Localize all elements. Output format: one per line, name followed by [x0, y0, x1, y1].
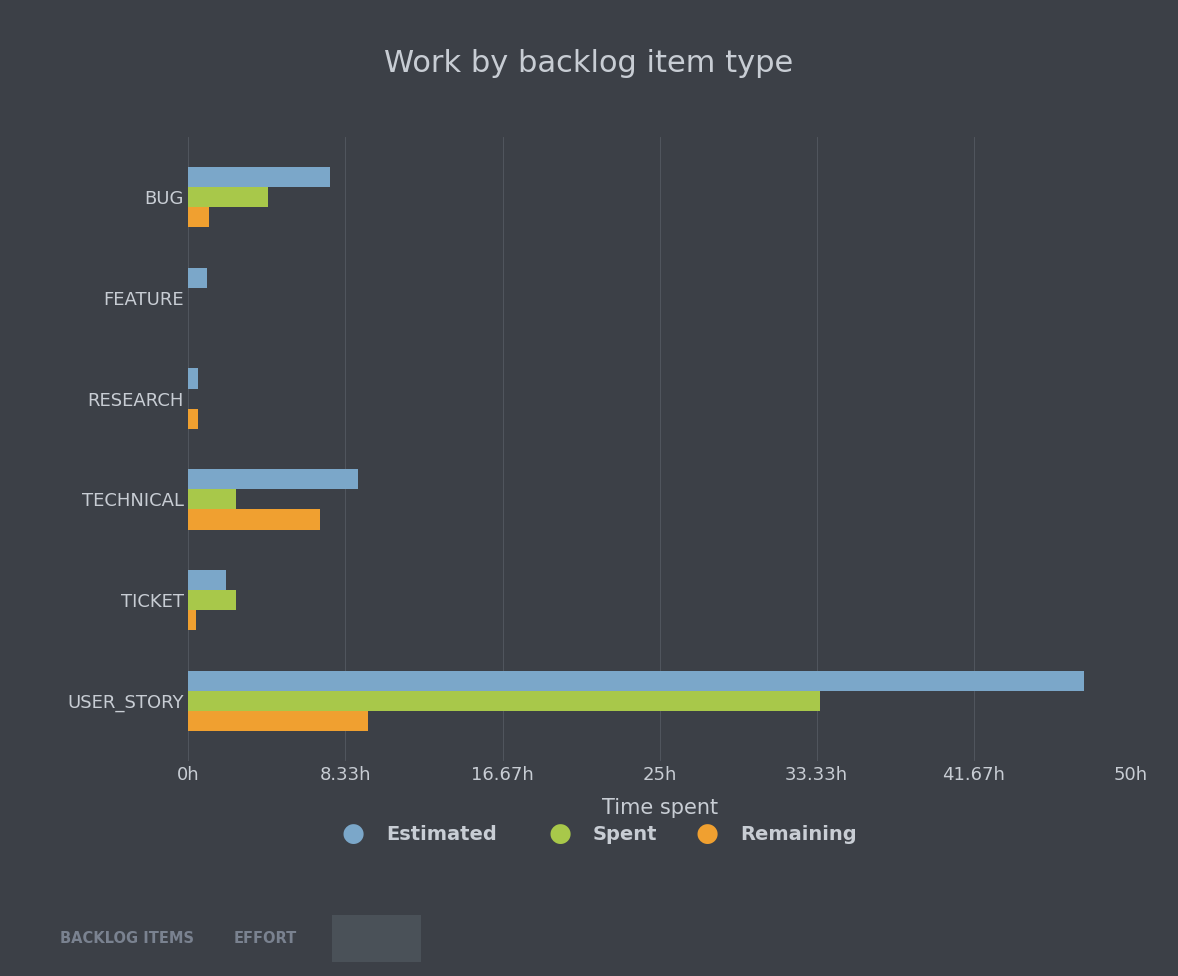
Text: ●: ● [342, 822, 365, 847]
Bar [188, 489, 236, 509]
Bar [188, 691, 820, 711]
Bar [188, 671, 1084, 691]
Bar [188, 711, 368, 731]
Bar [188, 509, 320, 530]
Text: Work by backlog item type: Work by backlog item type [384, 49, 794, 78]
Text: Spent: Spent [593, 825, 657, 844]
X-axis label: Time spent: Time spent [602, 798, 717, 818]
Text: EFFORT: EFFORT [234, 931, 297, 947]
Text: TIME: TIME [358, 931, 398, 947]
Bar [188, 207, 210, 227]
Bar [188, 187, 267, 207]
Bar [188, 590, 236, 610]
Text: Estimated: Estimated [386, 825, 497, 844]
Bar [188, 167, 330, 187]
Text: ●: ● [548, 822, 571, 847]
Bar [188, 469, 358, 489]
Bar [188, 368, 198, 388]
Bar [188, 610, 196, 630]
Bar [188, 570, 226, 590]
Text: ●: ● [695, 822, 719, 847]
Bar [188, 409, 198, 428]
Text: BACKLOG ITEMS: BACKLOG ITEMS [60, 931, 193, 947]
Text: Remaining: Remaining [740, 825, 856, 844]
Bar [188, 267, 207, 288]
